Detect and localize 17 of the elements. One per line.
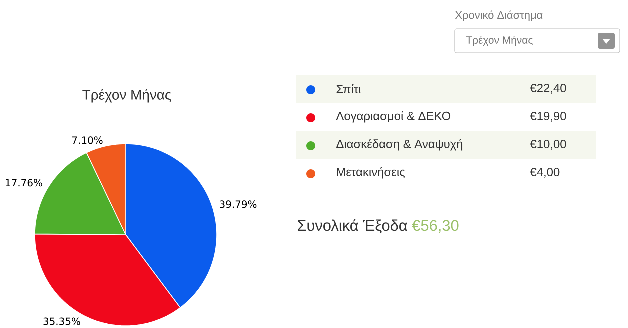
text: €22,40 xyxy=(530,84,566,94)
legend-label: Μετακινήσεις xyxy=(337,167,405,179)
data-label: 7.10% xyxy=(72,136,103,144)
text: Τρέχον Μήνας xyxy=(466,36,533,46)
legend-label: Διασκέδαση & Αναψυχή xyxy=(336,139,463,151)
data-label: 39.79% xyxy=(220,200,257,208)
text: €19,90 xyxy=(530,112,566,122)
text: Συνολικά Έξοδα xyxy=(298,219,408,234)
text: €10,00 xyxy=(530,140,566,150)
text: €56,30 xyxy=(412,220,459,233)
text: €4,00 xyxy=(530,168,560,178)
data-label: 17.76% xyxy=(6,179,42,187)
text: Χρονικό Διάστημα xyxy=(455,10,543,22)
legend-label: Σπίτι xyxy=(336,84,361,94)
data-label: 35.35% xyxy=(44,318,80,326)
legend-label: Λογαριασμοί & ΔΕΚΟ xyxy=(336,111,451,123)
chart-title: Τρέχον Μήνας xyxy=(82,89,172,103)
